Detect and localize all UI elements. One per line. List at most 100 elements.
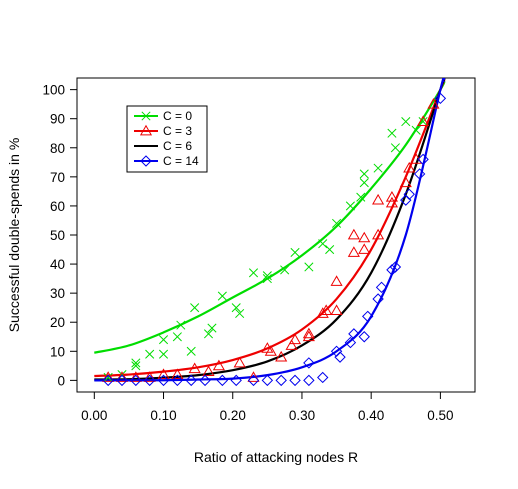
data-point	[427, 97, 440, 109]
x-tick-label: 0.30	[289, 408, 315, 423]
data-point	[131, 361, 141, 371]
marker-stroke	[325, 244, 335, 255]
data-point	[400, 194, 412, 206]
data-point	[143, 371, 156, 382]
x-tick-label: 0.20	[220, 408, 246, 423]
data-point	[386, 264, 398, 276]
marker-stroke	[411, 125, 421, 135]
legend-label: C = 0	[163, 109, 192, 123]
marker-stroke	[141, 111, 151, 121]
marker-stroke	[359, 169, 369, 179]
data-point	[157, 368, 170, 379]
data-point	[131, 358, 141, 368]
data-point	[248, 268, 259, 278]
data-point	[403, 161, 416, 173]
data-point	[334, 351, 346, 363]
y-tick-label: 80	[50, 141, 65, 156]
marker-stroke	[131, 361, 141, 371]
data-point	[348, 328, 360, 340]
data-point	[318, 239, 328, 249]
data-point	[289, 374, 301, 387]
data-point	[303, 357, 315, 369]
data-point	[356, 192, 366, 202]
y-axis-title: Successful double-spends in %	[6, 138, 22, 333]
data-point	[145, 349, 155, 359]
axes: 0.00 0.10 0.20 0.30 0.40 0.50 0 10 20 30 40 50 60 70 8…	[42, 83, 453, 423]
x-tick-label: 0.10	[150, 408, 176, 423]
marker-stroke	[190, 303, 200, 313]
marker-stroke	[158, 335, 169, 345]
data-point	[275, 374, 287, 387]
data-point	[102, 371, 115, 382]
marker-stroke	[332, 218, 342, 228]
x-tick-label: 0.50	[427, 408, 453, 423]
data-point	[212, 359, 225, 371]
data-point	[362, 310, 374, 323]
data-point	[115, 371, 129, 382]
data-point	[188, 362, 201, 374]
data-point	[231, 303, 241, 313]
data-point	[302, 327, 315, 339]
marker-stroke	[401, 117, 411, 127]
data-point	[202, 365, 215, 377]
data-point	[216, 374, 229, 387]
data-point	[358, 231, 371, 243]
data-point	[375, 281, 388, 294]
data-point	[130, 374, 142, 387]
y-tick-label: 10	[50, 344, 65, 359]
marker-stroke	[207, 323, 217, 333]
data-point	[143, 374, 156, 387]
y-tick-label: 20	[50, 315, 65, 330]
data-point	[358, 243, 371, 254]
data-point	[176, 320, 186, 330]
marker-stroke	[280, 265, 290, 275]
data-point	[317, 371, 329, 384]
data-point	[103, 372, 113, 383]
data-point	[158, 349, 169, 359]
data-point	[332, 218, 342, 228]
y-tick-label: 40	[50, 257, 65, 272]
data-point	[373, 163, 383, 173]
data-point	[290, 247, 300, 257]
y-tick-label: 50	[50, 228, 65, 243]
data-point	[171, 368, 184, 379]
legend-marker	[141, 111, 151, 121]
data-point	[389, 261, 402, 273]
data-point	[403, 188, 415, 201]
marker-stroke	[304, 262, 314, 272]
data-point	[347, 246, 360, 257]
data-point	[417, 115, 430, 127]
data-point	[390, 143, 400, 153]
data-point	[280, 265, 290, 275]
y-tick-label: 90	[50, 112, 65, 127]
data-point	[358, 331, 370, 343]
marker-stroke	[387, 128, 397, 138]
marker-stroke	[203, 329, 214, 339]
data-point	[320, 304, 333, 315]
data-point	[302, 330, 315, 342]
data-point	[207, 323, 217, 333]
marker-stroke	[248, 268, 259, 278]
data-point	[399, 176, 412, 188]
data-point	[230, 374, 242, 387]
y-tick-label: 70	[50, 170, 65, 185]
data-point	[387, 128, 397, 138]
data-point	[233, 356, 246, 368]
data-point	[288, 333, 302, 345]
y-tick-label: 0	[57, 373, 65, 388]
marker-stroke	[373, 163, 383, 173]
data-point	[264, 345, 277, 356]
data-point	[186, 346, 196, 356]
data-point	[411, 125, 421, 135]
legend-label: C = 6	[163, 139, 192, 153]
legend-marker	[140, 155, 152, 167]
x-axis-title: Ratio of attacking nodes R	[194, 449, 358, 465]
data-point	[262, 271, 272, 281]
y-tick-label: 60	[50, 199, 65, 214]
marker-stroke	[145, 349, 155, 359]
data-point	[102, 374, 114, 387]
data-point	[372, 293, 384, 305]
data-point	[304, 262, 314, 272]
data-point	[185, 374, 197, 387]
data-point	[171, 374, 184, 387]
